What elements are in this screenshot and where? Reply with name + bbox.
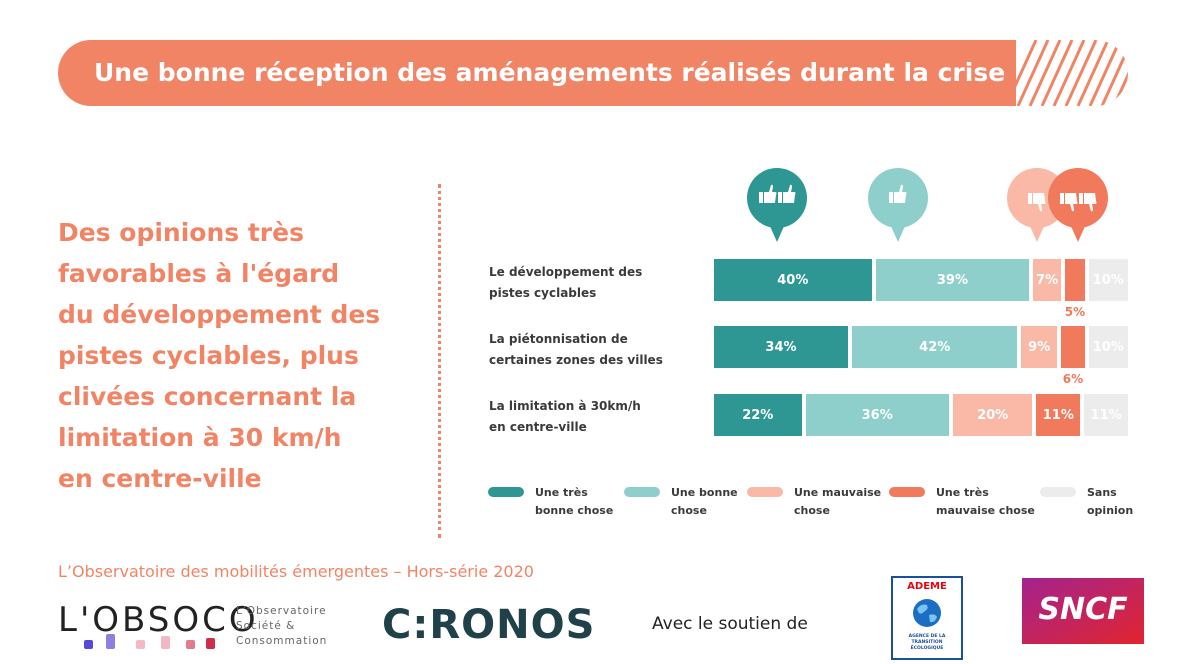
obsoco-subtitle-line: Société & <box>236 620 296 632</box>
lead-line: Des opinions très <box>58 218 304 247</box>
bar-segment: 11% <box>1084 394 1128 436</box>
support-text: Avec le soutien de <box>652 614 808 634</box>
bar-segment: 9% <box>1021 326 1057 368</box>
bar-value-label: 10% <box>1092 339 1124 355</box>
bar-value-label: 40% <box>777 272 809 288</box>
bar-segment: 39% <box>875 259 1030 301</box>
sncf-wordmark: SNCF <box>1038 592 1128 627</box>
dotted-divider <box>438 184 441 538</box>
legend-swatch <box>488 487 524 497</box>
ademe-subtitle-line: TRANSITION <box>911 640 943 645</box>
legend-swatch <box>1040 487 1076 497</box>
globe-icon <box>913 599 941 627</box>
legend-label-line: Une très <box>936 486 989 499</box>
ademe-subtitle-line: ÉCOLOGIQUE <box>910 646 944 651</box>
bar-value-label: 9% <box>1028 339 1051 355</box>
bar-value-label: 11% <box>1042 407 1074 423</box>
bar-value-label: 20% <box>977 407 1009 423</box>
bar-value-label: 39% <box>936 272 968 288</box>
chronos-logo: C:RONOS <box>382 602 596 648</box>
bar-segment <box>1064 259 1085 301</box>
bar-segment: 10% <box>1088 259 1128 301</box>
ademe-subtitle: AGENCE DE LA TRANSITION ÉCOLOGIQUE <box>893 634 961 652</box>
bar-value-label: 5% <box>1064 305 1086 319</box>
bar-value-label: 34% <box>765 339 797 355</box>
bar-value-label: 10% <box>1092 272 1124 288</box>
obsoco-subtitle: L'Observatoire Société & Consommation <box>236 604 327 649</box>
hatch-decoration <box>1016 40 1128 106</box>
obsoco-logo: L'OBSOCO L'Observatoire Société & Consom… <box>58 600 348 652</box>
row-label-line: pistes cyclables <box>489 286 597 300</box>
bar-segment: 11% <box>1036 394 1081 436</box>
row-label-line: certaines zones des villes <box>489 353 663 367</box>
thumbs-up-icon <box>866 166 930 250</box>
bar-segment: 22% <box>714 394 802 436</box>
legend-label: Une très mauvaise chose <box>936 484 1056 520</box>
sncf-logo: SNCF <box>1022 578 1144 644</box>
obsoco-wordmark: L'OBSOCO <box>58 600 259 640</box>
thumbs-down-icon <box>1005 166 1069 250</box>
row-label-line: La piétonnisation de <box>489 332 628 346</box>
bar-segment <box>1060 326 1085 368</box>
bar-segment: 20% <box>952 394 1033 436</box>
legend-label: Sans opinion <box>1087 484 1186 520</box>
ademe-logo: ADEME AGENCE DE LA TRANSITION ÉCOLOGIQUE <box>891 576 963 660</box>
bar-segment: 42% <box>851 326 1018 368</box>
legend-label-line: Une très <box>535 486 588 499</box>
legend-label-line: Une mauvaise <box>794 486 882 499</box>
bar-value-label: 6% <box>1062 372 1084 386</box>
bar-value-label: 36% <box>861 407 893 423</box>
legend-swatch <box>747 487 783 497</box>
bar-segment: 10% <box>1088 326 1128 368</box>
legend-label-line: bonne chose <box>535 504 614 517</box>
legend-swatch <box>889 487 925 497</box>
double-thumbs-down-icon <box>1046 166 1110 250</box>
row-label-line: Le développement des <box>489 265 643 279</box>
page-title: Une bonne réception des aménagements réa… <box>94 58 1006 87</box>
ademe-subtitle-line: AGENCE DE LA <box>908 634 946 639</box>
footer-title: L’Observatoire des mobilités émergentes … <box>58 562 534 581</box>
bar-segment: 7% <box>1033 259 1061 301</box>
row-label-pietonnisation: La piétonnisation de certaines zones des… <box>489 329 689 371</box>
bar-value-label: 7% <box>1036 272 1059 288</box>
ademe-wordmark: ADEME <box>907 581 947 592</box>
row-label-limitation: La limitation à 30km/h en centre-ville <box>489 396 689 438</box>
legend-swatch <box>624 487 660 497</box>
row-label-line: en centre-ville <box>489 420 587 434</box>
bar-value-label: 42% <box>919 339 951 355</box>
lead-line: favorables à l'égard <box>58 259 340 288</box>
legend-label-line: opinion <box>1087 504 1134 517</box>
bar-value-label: 22% <box>742 407 774 423</box>
bar-segment: 36% <box>805 394 949 436</box>
double-thumbs-up-icon <box>745 166 809 250</box>
obsoco-subtitle-line: Consommation <box>236 635 328 647</box>
lead-text: Des opinions très favorables à l'égard d… <box>58 212 418 499</box>
row-label-line: La limitation à 30km/h <box>489 399 641 413</box>
lead-line: limitation à 30 km/h <box>58 423 342 452</box>
lead-line: clivées concernant la <box>58 382 357 411</box>
legend-label-line: chose <box>671 504 707 517</box>
legend-label-line: chose <box>794 504 830 517</box>
lead-line: pistes cyclables, plus <box>58 341 359 370</box>
bar-segment: 40% <box>714 259 872 301</box>
legend-label-line: mauvaise chose <box>936 504 1035 517</box>
legend-label-line: Sans <box>1087 486 1117 499</box>
bar-segment: 34% <box>714 326 848 368</box>
legend-label: Une bonne chose <box>671 484 791 520</box>
bar-value-label: 11% <box>1090 407 1122 423</box>
legend-label-line: Une bonne <box>671 486 738 499</box>
legend-label: Une mauvaise chose <box>794 484 914 520</box>
lead-line: du développement des <box>58 300 381 329</box>
title-banner: Une bonne réception des aménagements réa… <box>58 40 1128 106</box>
obsoco-subtitle-line: L'Observatoire <box>236 605 327 617</box>
lead-line: en centre-ville <box>58 464 262 493</box>
legend-label: Une très bonne chose <box>535 484 655 520</box>
row-label-pistes: Le développement des pistes cyclables <box>489 262 689 304</box>
